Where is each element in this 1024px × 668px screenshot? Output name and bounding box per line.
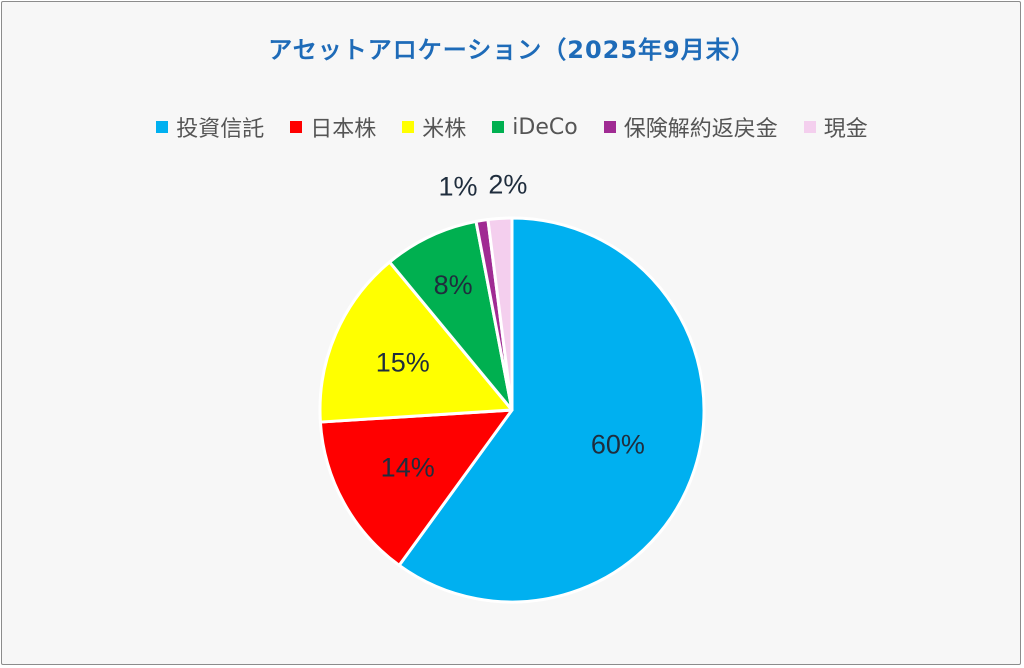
data-label: 8% (434, 270, 473, 300)
legend-label: 日本株 (310, 117, 377, 142)
pie-slice (486, 216, 514, 412)
legend-label: 保険解約返戻金 (623, 117, 778, 142)
legend-swatch (492, 121, 505, 133)
data-label: 1% (438, 171, 477, 201)
legend-swatch (603, 121, 616, 133)
legend-item: 投資信託 (156, 111, 264, 143)
legend-item: 日本株 (290, 111, 376, 143)
legend-item: 保険解約返戻金 (603, 111, 778, 143)
chart-title: アセットアロケーション（2025年9月末） (268, 36, 756, 64)
pie-slice (388, 219, 514, 412)
data-label: 60% (591, 429, 645, 459)
legend-item: 現金 (803, 111, 868, 143)
pie-slice (318, 260, 514, 424)
legend-item: 米株 (402, 111, 466, 143)
data-label: 2% (488, 169, 527, 199)
legend-label: iDeCo (512, 114, 578, 140)
pie-slice (397, 216, 706, 604)
legend-swatch (156, 121, 169, 133)
legend-swatch (290, 121, 303, 133)
data-label: 15% (376, 348, 430, 378)
legend-label: 米株 (422, 117, 467, 142)
legend-item: iDeCo (492, 114, 578, 140)
legend-label: 投資信託 (176, 117, 265, 142)
data-label: 14% (381, 452, 435, 482)
chart-legend: 投資信託 日本株 米株 iDeCo 保険解約返戻金 現金 (2, 111, 1022, 143)
pie-slice (318, 408, 514, 567)
legend-swatch (803, 121, 816, 133)
legend-label: 現金 (823, 117, 868, 142)
legend-swatch (402, 121, 415, 133)
